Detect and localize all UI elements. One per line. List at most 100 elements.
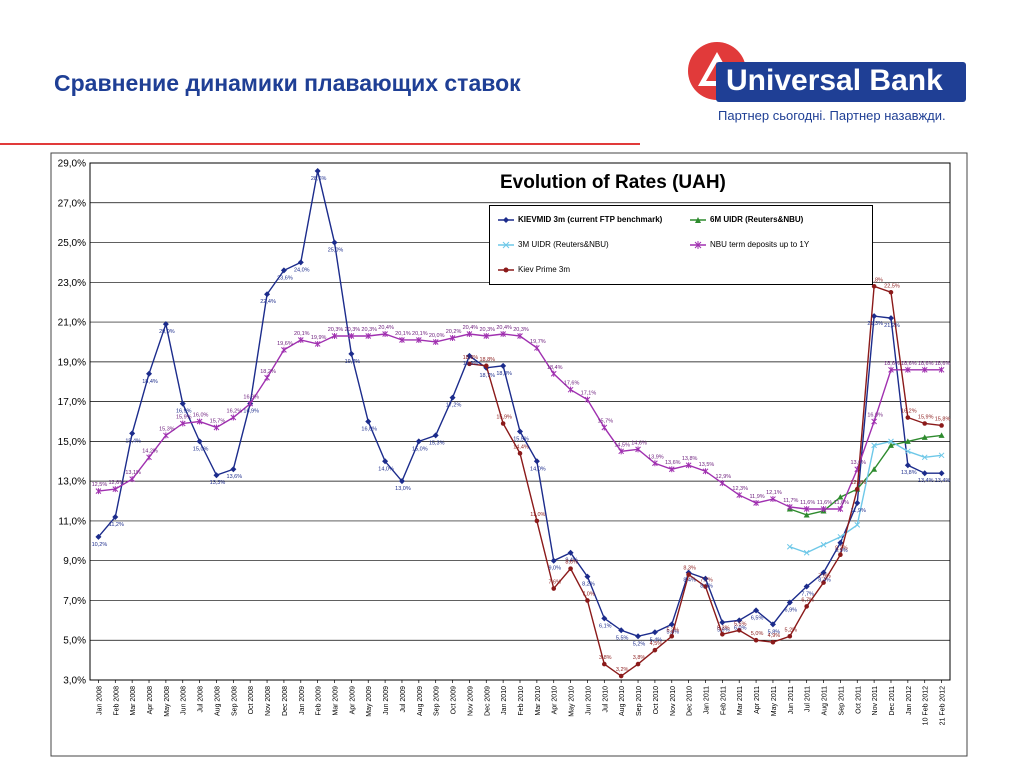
- data-point: [871, 418, 877, 425]
- data-label: 19,9%: [311, 335, 327, 341]
- data-point: [162, 321, 169, 328]
- data-label: 5,2%: [633, 641, 646, 647]
- data-point: [871, 283, 877, 289]
- data-point: [921, 434, 928, 440]
- data-label: 9,3%: [835, 546, 848, 552]
- data-label: 20,4%: [378, 325, 394, 331]
- data-label: 8,6%: [565, 560, 578, 566]
- data-point: [297, 336, 304, 343]
- data-point: [382, 458, 389, 465]
- data-point: [517, 451, 523, 456]
- legend-label-nbu-deposits: NBU term deposits up to 1Y: [710, 240, 810, 249]
- data-label: 13,1%: [125, 470, 141, 476]
- data-point: [264, 291, 271, 298]
- data-label: 18,8%: [496, 371, 512, 377]
- data-point: [281, 346, 287, 353]
- x-tick-label: Feb 2010: [518, 686, 525, 716]
- data-point: [348, 350, 355, 357]
- data-point: [550, 557, 557, 564]
- data-label: 14,6%: [631, 440, 647, 446]
- data-point: [95, 533, 102, 540]
- data-point: [432, 338, 439, 345]
- data-point: [938, 470, 945, 477]
- data-point: [921, 470, 928, 477]
- data-label: 25,0%: [328, 248, 344, 254]
- chart-title: Evolution of Rates (UAH): [500, 172, 726, 193]
- data-point: [921, 454, 928, 461]
- data-label: 6,5%: [751, 615, 764, 621]
- x-tick-label: Oct 2008: [248, 686, 255, 715]
- data-label: 8,4%: [683, 578, 696, 584]
- data-point: [264, 374, 270, 381]
- data-point: [921, 366, 928, 373]
- data-point: [500, 421, 506, 426]
- x-tick-label: May 2008: [164, 686, 171, 717]
- y-tick-label: 17,0%: [58, 397, 86, 408]
- data-label: 5,2%: [785, 627, 798, 633]
- y-tick-label: 19,0%: [58, 357, 86, 368]
- data-point: [483, 332, 490, 339]
- legend-label-6m-uidr: 6M UIDR (Reuters&NBU): [710, 215, 804, 224]
- data-label: 20,1%: [294, 331, 310, 337]
- data-point: [449, 394, 456, 401]
- data-label: 15,7%: [598, 418, 614, 424]
- y-tick-label: 15,0%: [58, 437, 86, 448]
- series-line-2: [789, 440, 942, 554]
- x-tick-label: May 2010: [569, 686, 576, 717]
- data-label: 6,9%: [785, 607, 798, 613]
- data-point: [618, 627, 625, 634]
- data-label: 24,0%: [294, 267, 310, 273]
- x-tick-label: Aug 2011: [822, 686, 829, 716]
- data-label: 18,6%: [935, 361, 951, 367]
- data-label: 7,0%: [582, 591, 595, 597]
- chart-legend: KIEVMID 3m (current FTP benchmark) 6M UI…: [489, 205, 873, 285]
- data-point: [719, 619, 726, 626]
- data-point: [618, 673, 624, 679]
- data-point: [112, 486, 119, 493]
- data-point: [871, 313, 878, 320]
- data-point: [770, 639, 776, 645]
- legend-label-3m-uidr: 3M UIDR (Reuters&NBU): [518, 240, 609, 249]
- data-label: 16,0%: [361, 427, 377, 433]
- y-tick-label: 21,0%: [58, 318, 86, 329]
- data-point: [331, 332, 338, 339]
- data-label: 17,6%: [564, 381, 580, 387]
- data-point: [939, 423, 944, 428]
- data-label: 22,5%: [884, 283, 900, 289]
- data-point: [568, 566, 573, 571]
- data-label: 20,3%: [479, 327, 495, 333]
- x-tick-label: Apr 2010: [552, 686, 559, 715]
- data-label: 16,2%: [227, 409, 243, 415]
- x-tick-label: May 2009: [366, 686, 373, 717]
- data-point: [230, 466, 237, 473]
- logo-name: Universal Bank: [726, 64, 943, 97]
- data-label: 5,8%: [666, 629, 679, 635]
- data-point: [888, 438, 894, 445]
- data-point: [904, 462, 911, 469]
- legend-label-kiev-prime: Kiev Prime 3m: [518, 265, 571, 274]
- data-label: 21,2%: [884, 323, 900, 329]
- data-point: [550, 370, 557, 377]
- data-point: [803, 583, 810, 590]
- data-point: [702, 468, 709, 475]
- data-point: [500, 331, 506, 338]
- y-tick-label: 11,0%: [58, 516, 86, 527]
- data-point: [534, 344, 540, 351]
- data-label: 12,1%: [766, 490, 782, 496]
- data-point: [820, 569, 827, 576]
- data-point: [415, 336, 422, 343]
- data-label: 23,6%: [277, 275, 293, 281]
- x-tick-label: Feb 2009: [316, 686, 323, 716]
- legend-item-6m-uidr: 6M UIDR (Reuters&NBU): [690, 215, 803, 224]
- data-point: [517, 428, 523, 435]
- data-label: 20,3%: [513, 327, 529, 333]
- data-point: [837, 539, 844, 546]
- x-tick-label: Sep 2010: [636, 686, 643, 716]
- data-point: [652, 460, 658, 467]
- data-point: [668, 466, 675, 473]
- data-point: [483, 363, 489, 369]
- data-point: [703, 584, 708, 589]
- data-label: 15,0%: [193, 446, 209, 452]
- data-label: 15,7%: [210, 418, 226, 424]
- y-tick-label: 27,0%: [58, 198, 86, 209]
